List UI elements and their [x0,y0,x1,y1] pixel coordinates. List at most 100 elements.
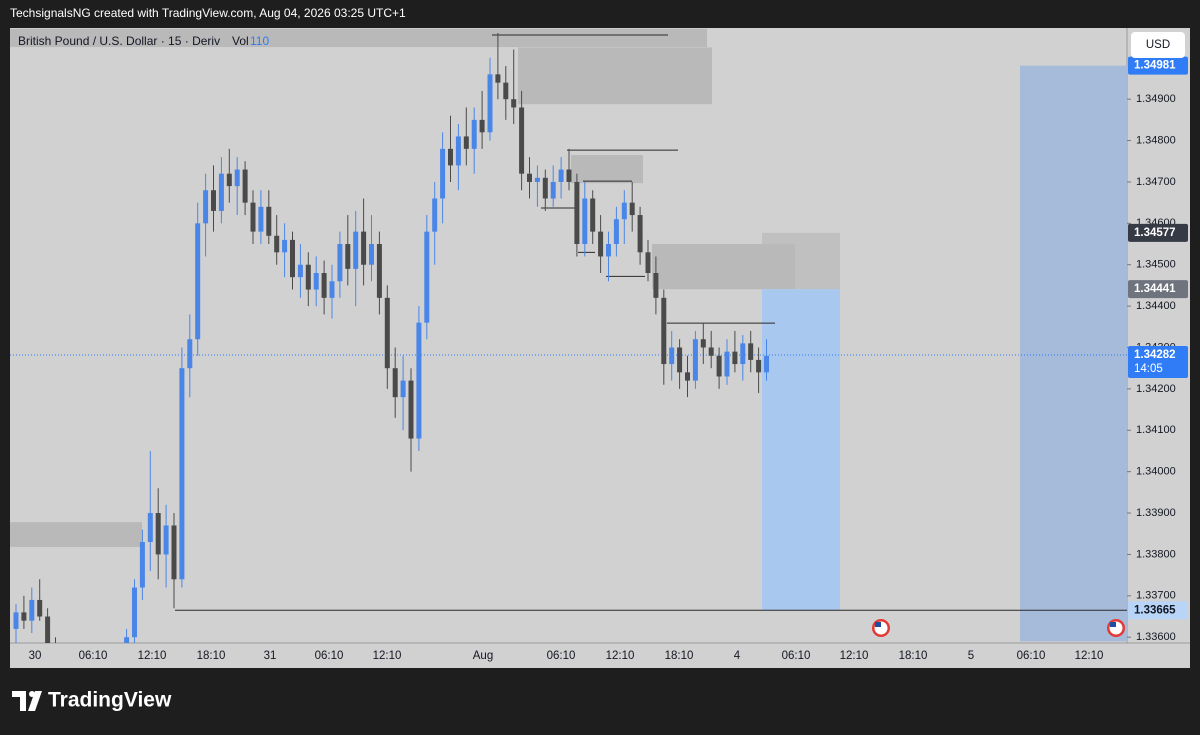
y-tick-label: 1.33900 [1136,507,1176,519]
candle-body [226,173,232,187]
candle-body [590,198,596,232]
candle-body [369,244,374,265]
price-badge [1128,601,1188,620]
candle-body [495,74,501,83]
volume-value: 110 [250,34,269,48]
y-tick-label: 1.33600 [1136,631,1176,643]
candle-body [132,587,137,638]
candle-body [282,239,288,253]
candle-body [677,347,683,373]
candle-body [455,136,461,166]
candle-body [45,616,51,643]
price-badge [1128,345,1188,378]
price-badge [1128,280,1188,299]
y-tick-label: 1.33700 [1136,590,1176,602]
y-tick-label: 1.34100 [1136,424,1176,436]
event-icon[interactable] [1107,619,1125,637]
candle-body [542,177,548,199]
y-tick-label: 1.34200 [1136,383,1176,395]
candle-body [124,637,130,643]
candle-body [653,273,659,298]
x-tick-label: 4 [734,650,741,662]
candle-body [748,343,754,360]
candle-body [463,136,469,149]
brand-logo: TradingView [12,689,172,712]
candle-body [550,181,556,199]
candle-body [685,372,690,381]
x-tick-label: 12:10 [840,650,869,662]
chart-background [10,28,1190,668]
brand-mark [12,691,42,711]
candle-body [519,107,525,174]
zone [571,155,643,184]
candle-body [637,215,643,253]
candle-body [203,190,209,224]
x-tick-label: 06:10 [547,650,576,662]
candle-body [345,244,351,269]
y-tick-label: 1.34800 [1136,134,1176,146]
candle-body [337,244,343,282]
price-badge-label: 1.34441 [1134,283,1176,295]
event-icon-canton [875,622,881,627]
y-tick-label: 1.34000 [1136,466,1176,478]
candle-body [732,351,738,365]
candle-body [629,202,635,216]
axes: 1.33600 1.33700 1.33800 1.33900 1.34000 1.341… [29,56,1188,662]
candle-body [13,612,19,629]
price-badge [1128,56,1188,75]
candle-body [582,198,588,245]
candle-body [187,339,193,369]
candle-body [756,359,762,373]
candle-body [487,74,493,133]
candle-body [598,231,604,257]
position-target-zone [762,289,840,611]
target-box [1020,65,1127,642]
currency-label[interactable]: USD [1146,39,1170,51]
candle-body [258,206,264,232]
x-tick-label: 12:10 [606,650,635,662]
y-tick-label: 1.34400 [1136,300,1176,312]
candle-body [171,525,177,580]
candle-body [621,202,627,220]
x-tick-label: 06:10 [79,650,108,662]
y-tick-label: 1.34700 [1136,176,1176,188]
currency-button-bg[interactable] [1131,32,1185,58]
candle-body [163,525,169,555]
candle-body [139,542,145,588]
x-tick-label: 06:10 [782,650,811,662]
event-icon-canton [1110,622,1116,627]
candle-body [313,273,319,290]
candle-body [266,206,272,236]
candle-body [290,239,295,278]
candle-body [218,173,224,211]
brand-dot [29,691,35,697]
x-tick-label: 18:10 [665,650,694,662]
x-tick-label: 18:10 [899,650,928,662]
candle-body [179,368,185,580]
price-badge-label: 1.34282 [1134,349,1176,361]
candle-body [21,612,27,621]
candle-body [376,244,382,298]
candle-body [416,322,422,439]
volume-label: Vol [232,34,249,48]
x-tick-label: 06:10 [315,650,344,662]
currency-button[interactable]: USD [1131,32,1185,58]
candle-body [527,173,532,182]
x-tick-label: 06:10 [1017,650,1046,662]
candle-body [716,355,722,377]
candle-body [353,231,359,269]
x-tick-label: 12:10 [1075,650,1104,662]
candle-body [661,297,667,365]
x-tick-label: 31 [264,650,277,662]
candle-body [234,169,240,187]
candle-body [384,297,390,369]
event-icon[interactable] [872,619,890,637]
candle-body [147,513,153,543]
price-badge-label: 1.34577 [1134,227,1176,239]
price-badge-label: 1.34981 [1134,60,1176,72]
zone [10,522,142,547]
candle-body [29,599,35,621]
y-tick-label: 1.33800 [1136,548,1176,560]
candle-body [211,190,216,211]
